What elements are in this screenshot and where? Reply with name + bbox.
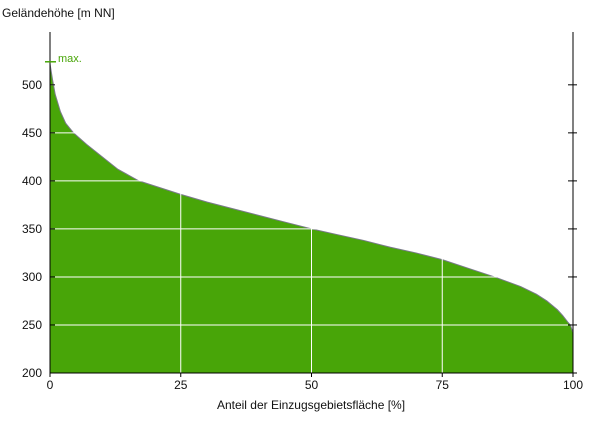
y-tick-label: 200 (22, 366, 42, 380)
y-tick-label: 400 (22, 174, 42, 188)
x-tick-label: 75 (436, 378, 450, 392)
y-tick-label: 250 (22, 318, 42, 332)
y-tick-label: 350 (22, 222, 42, 236)
x-tick-label: 25 (174, 378, 188, 392)
max-label: max. (58, 53, 82, 65)
x-tick-label: 50 (305, 378, 319, 392)
y-tick-label: 450 (22, 126, 42, 140)
y-axis-label: Geländehöhe [m NN] (2, 6, 115, 20)
area-outline (49, 63, 574, 333)
x-tick-label: 0 (47, 378, 54, 392)
x-axis-label: Anteil der Einzugsgebietsfläche [%] (217, 398, 405, 412)
y-tick-label: 300 (22, 270, 42, 284)
y-tick-label: 500 (22, 78, 42, 92)
x-tick-label: 100 (563, 378, 583, 392)
